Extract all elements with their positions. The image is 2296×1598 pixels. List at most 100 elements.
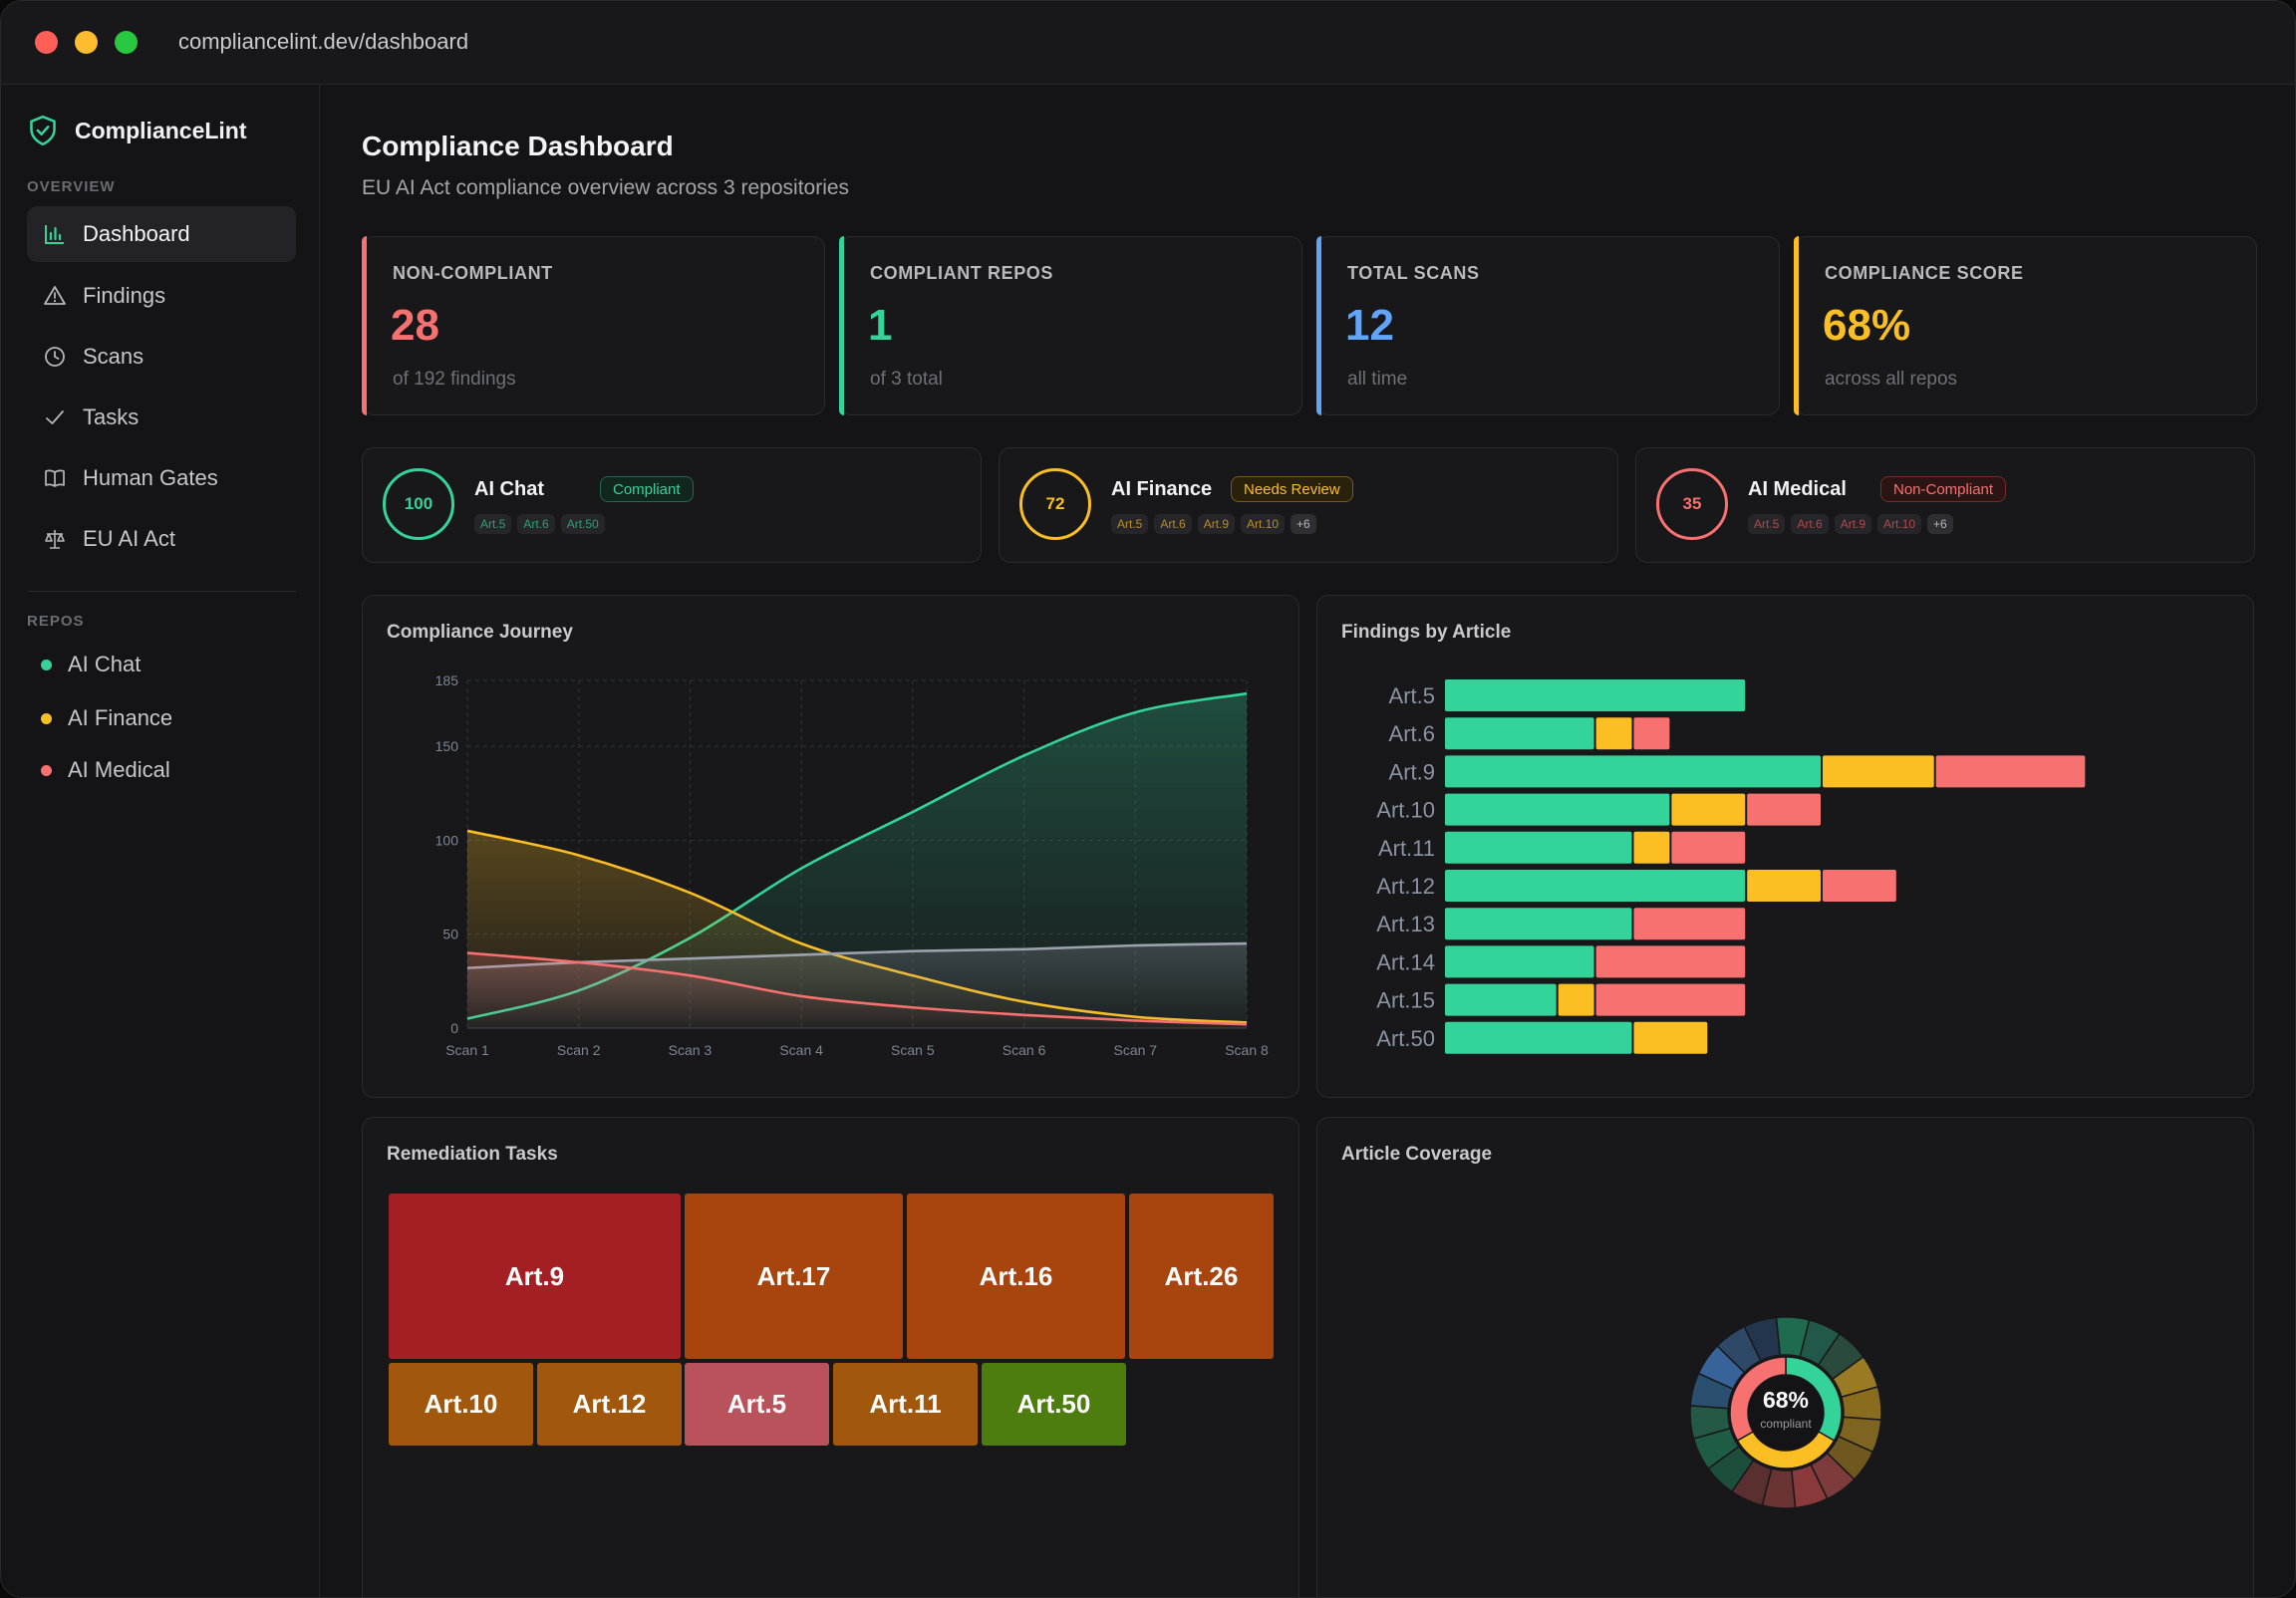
status-badge: Needs Review <box>1231 476 1353 502</box>
sidebar-repo-label: AI Finance <box>68 705 173 730</box>
sidebar-repo-ai-finance[interactable]: AI Finance <box>27 698 172 738</box>
bar-segment[interactable] <box>1633 908 1746 940</box>
bar-segment[interactable] <box>1595 945 1746 978</box>
article-chip: Art.9 <box>1197 514 1236 534</box>
bar-segment[interactable] <box>1595 717 1632 750</box>
bar-segment[interactable] <box>1633 717 1670 750</box>
bar-segment[interactable] <box>1747 793 1821 826</box>
stat-card-compliant-repos[interactable]: COMPLIANT REPOS 1 of 3 total <box>839 236 1302 415</box>
page-title: Compliance Dashboard <box>362 131 674 161</box>
bar-segment[interactable] <box>1445 870 1746 902</box>
bar-segment[interactable] <box>1445 945 1594 978</box>
brand[interactable]: ComplianceLint <box>29 113 247 148</box>
y-tick-label: 100 <box>435 832 459 848</box>
status-badge: Non-Compliant <box>1880 476 2007 502</box>
stat-sub: of 3 total <box>870 369 943 390</box>
article-chip: Art.50 <box>560 514 605 534</box>
sidebar-repo-ai-medical[interactable]: AI Medical <box>27 750 170 790</box>
stat-card-non-compliant[interactable]: NON-COMPLIANT 28 of 192 findings <box>362 236 825 415</box>
article-chip: Art.6 <box>517 514 555 534</box>
task-tile-art-17[interactable]: Art.17 <box>685 1194 903 1359</box>
series-line <box>466 951 1248 1026</box>
article-chip: Art.6 <box>1791 514 1829 534</box>
stat-sub: all time <box>1347 369 1408 390</box>
stat-value: 28 <box>391 301 439 350</box>
more-chip: +6 <box>1291 514 1316 534</box>
status-badge: Compliant <box>600 476 694 502</box>
x-tick-label: Scan 4 <box>779 1042 823 1058</box>
score-ring: 35 <box>1656 468 1728 540</box>
sidebar-item-scans[interactable]: Scans <box>27 329 296 385</box>
repo-card-ai-finance[interactable]: 72 AI Finance Needs Review Art.5 Art.6 A… <box>999 447 1618 563</box>
sidebar-item-human-gates[interactable]: Human Gates <box>27 450 296 506</box>
status-dot <box>41 659 52 670</box>
minimize-window-button[interactable] <box>75 31 98 54</box>
repo-card-ai-medical[interactable]: 35 AI Medical Non-Compliant Art.5 Art.6 … <box>1635 447 2255 563</box>
stat-card-total-scans[interactable]: TOTAL SCANS 12 all time <box>1316 236 1780 415</box>
y-category-label: Art.6 <box>1389 721 1435 746</box>
main-content: Compliance Dashboard EU AI Act complianc… <box>320 85 2295 1597</box>
sidebar-item-findings[interactable]: Findings <box>27 268 296 324</box>
stat-value: 12 <box>1345 301 1394 350</box>
bar-segment[interactable] <box>1445 755 1821 788</box>
address-bar[interactable]: compliancelint.dev/dashboard <box>178 29 469 54</box>
bar-segment[interactable] <box>1445 983 1557 1016</box>
article-chip: Art.5 <box>1748 514 1786 534</box>
sidebar-item-label: Tasks <box>83 404 140 429</box>
task-tile-art-12[interactable]: Art.12 <box>537 1363 682 1446</box>
task-tile-art-26[interactable]: Art.26 <box>1129 1194 1274 1359</box>
task-tile-art-9[interactable]: Art.9 <box>389 1194 681 1359</box>
score-ring: 100 <box>383 468 454 540</box>
y-category-label: Art.12 <box>1376 874 1435 899</box>
sidebar-item-tasks[interactable]: Tasks <box>27 390 296 445</box>
task-tile-art-5[interactable]: Art.5 <box>685 1363 829 1446</box>
bar-segment[interactable] <box>1445 1021 1632 1054</box>
coverage-slice[interactable] <box>1743 1316 1782 1362</box>
bar-segment[interactable] <box>1445 679 1746 711</box>
bar-segment[interactable] <box>1558 983 1594 1016</box>
y-tick-label: 50 <box>442 927 458 942</box>
y-category-label: Art.13 <box>1376 912 1435 936</box>
y-category-label: Art.14 <box>1376 949 1435 974</box>
stat-label: NON-COMPLIANT <box>393 263 553 283</box>
task-tile-art-50[interactable]: Art.50 <box>982 1363 1126 1446</box>
bar-segment[interactable] <box>1445 908 1632 940</box>
book-icon <box>43 466 67 490</box>
stat-value: 1 <box>868 301 893 350</box>
sidebar-repo-ai-chat[interactable]: AI Chat <box>27 645 141 684</box>
bar-segment[interactable] <box>1633 831 1670 864</box>
bar-segment[interactable] <box>1633 1021 1708 1054</box>
bar-segment[interactable] <box>1671 831 1746 864</box>
bar-segment[interactable] <box>1747 870 1821 902</box>
y-category-label: Art.9 <box>1389 759 1435 784</box>
x-tick-label: Scan 6 <box>1003 1042 1046 1058</box>
task-tile-art-10[interactable]: Art.10 <box>389 1363 533 1446</box>
stat-card-compliance-score[interactable]: COMPLIANCE SCORE 68% across all repos <box>1794 236 2257 415</box>
sidebar-item-label: Human Gates <box>83 465 218 490</box>
task-tile-art-16[interactable]: Art.16 <box>907 1194 1125 1359</box>
bar-segment[interactable] <box>1595 983 1746 1016</box>
bar-segment[interactable] <box>1671 793 1746 826</box>
x-tick-label: Scan 2 <box>557 1042 601 1058</box>
coverage-slice[interactable] <box>1729 1356 1787 1443</box>
shield-icon <box>30 116 56 145</box>
brand-name: ComplianceLint <box>75 117 247 143</box>
repo-card-ai-chat[interactable]: 100 AI Chat Compliant Art.5 Art.6 Art.50 <box>362 447 982 563</box>
bar-segment[interactable] <box>1445 793 1670 826</box>
bar-segment[interactable] <box>1445 831 1632 864</box>
sidebar-item-dashboard[interactable]: Dashboard <box>27 206 296 262</box>
series-area <box>467 693 1247 1028</box>
bar-segment[interactable] <box>1445 717 1594 750</box>
panel-title: Compliance Journey <box>387 622 573 643</box>
bar-segment[interactable] <box>1823 870 1896 902</box>
overview-section-label: OVERVIEW <box>27 178 116 195</box>
bar-segment[interactable] <box>1935 755 2086 788</box>
sidebar-item-eu-ai-act[interactable]: EU AI Act <box>27 511 296 567</box>
bar-segment[interactable] <box>1823 755 1934 788</box>
panel-title: Article Coverage <box>1341 1144 1493 1165</box>
maximize-window-button[interactable] <box>115 31 138 54</box>
article-chip: Art.5 <box>1111 514 1149 534</box>
close-window-button[interactable] <box>35 31 58 54</box>
task-tile-art-11[interactable]: Art.11 <box>833 1363 978 1446</box>
x-tick-label: Scan 8 <box>1225 1042 1269 1058</box>
